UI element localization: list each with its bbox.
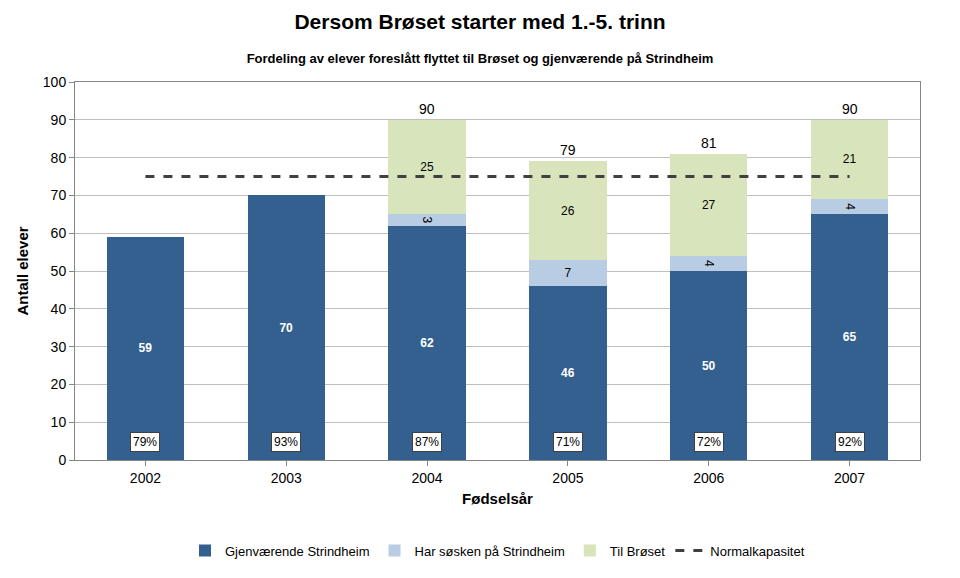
svg-text:60: 60 bbox=[51, 225, 67, 241]
svg-text:3: 3 bbox=[420, 216, 434, 223]
svg-text:20: 20 bbox=[51, 376, 67, 392]
svg-text:Fødselsår: Fødselsår bbox=[462, 490, 533, 507]
svg-text:92%: 92% bbox=[838, 435, 862, 449]
svg-text:59: 59 bbox=[139, 341, 153, 355]
svg-text:65: 65 bbox=[843, 330, 857, 344]
svg-text:30: 30 bbox=[51, 339, 67, 355]
svg-text:93%: 93% bbox=[274, 435, 298, 449]
svg-text:2005: 2005 bbox=[552, 470, 583, 486]
svg-text:2007: 2007 bbox=[834, 470, 865, 486]
svg-text:100: 100 bbox=[43, 74, 67, 90]
svg-text:Gjenværende Strindheim: Gjenværende Strindheim bbox=[225, 544, 370, 559]
svg-text:70: 70 bbox=[51, 187, 67, 203]
svg-text:Antall elever: Antall elever bbox=[14, 226, 31, 315]
svg-text:Dersom Brøset starter med 1.-5: Dersom Brøset starter med 1.-5. trinn bbox=[294, 10, 665, 33]
svg-text:80: 80 bbox=[51, 150, 67, 166]
svg-text:26: 26 bbox=[561, 204, 575, 218]
svg-text:90: 90 bbox=[419, 101, 435, 117]
svg-text:10: 10 bbox=[51, 414, 67, 430]
svg-text:7: 7 bbox=[564, 266, 571, 280]
svg-text:40: 40 bbox=[51, 301, 67, 317]
svg-text:2006: 2006 bbox=[693, 470, 724, 486]
svg-text:72%: 72% bbox=[697, 435, 721, 449]
svg-text:27: 27 bbox=[702, 198, 716, 212]
svg-text:79%: 79% bbox=[133, 435, 157, 449]
svg-text:90: 90 bbox=[51, 112, 67, 128]
svg-text:4: 4 bbox=[843, 203, 857, 210]
svg-text:Fordeling av elever foreslått: Fordeling av elever foreslått flyttet ti… bbox=[247, 51, 714, 66]
svg-text:2002: 2002 bbox=[130, 470, 161, 486]
svg-text:46: 46 bbox=[561, 366, 575, 380]
svg-text:81: 81 bbox=[701, 135, 717, 151]
svg-text:2003: 2003 bbox=[271, 470, 302, 486]
svg-text:0: 0 bbox=[58, 452, 66, 468]
svg-text:Har søsken på Strindheim: Har søsken på Strindheim bbox=[415, 544, 565, 559]
svg-text:25: 25 bbox=[420, 160, 434, 174]
svg-text:90: 90 bbox=[842, 101, 858, 117]
svg-text:50: 50 bbox=[702, 359, 716, 373]
svg-text:87%: 87% bbox=[415, 435, 439, 449]
svg-text:Til Brøset: Til Brøset bbox=[610, 544, 666, 559]
svg-text:21: 21 bbox=[843, 152, 857, 166]
svg-text:79: 79 bbox=[560, 142, 576, 158]
svg-text:50: 50 bbox=[51, 263, 67, 279]
svg-text:70: 70 bbox=[279, 321, 293, 335]
svg-text:71%: 71% bbox=[556, 435, 580, 449]
svg-text:Normalkapasitet: Normalkapasitet bbox=[710, 544, 804, 559]
svg-text:2004: 2004 bbox=[412, 470, 443, 486]
svg-text:62: 62 bbox=[420, 336, 434, 350]
svg-text:4: 4 bbox=[702, 260, 716, 267]
